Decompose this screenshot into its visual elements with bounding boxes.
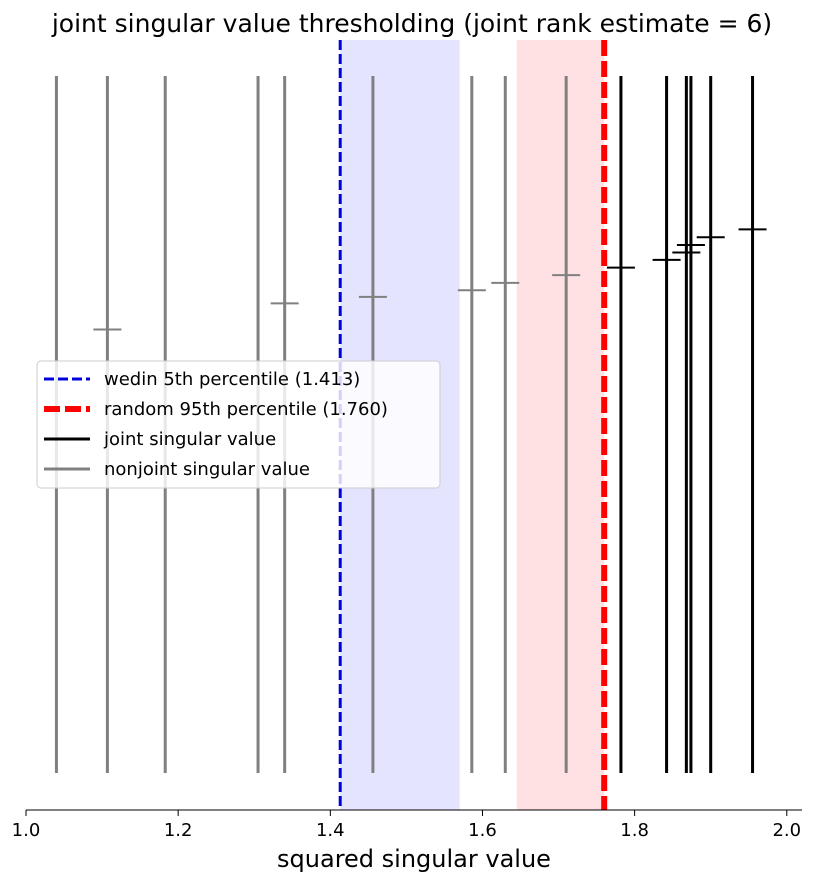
x-axis-label: squared singular value (277, 845, 551, 873)
x-tick-label-5: 2.0 (772, 820, 801, 841)
x-tick-label-2: 1.4 (316, 820, 345, 841)
legend-label-joint: joint singular value (103, 429, 276, 450)
legend: wedin 5th percentile (1.413) random 95th … (36, 360, 441, 489)
random-band (516, 40, 605, 810)
singular-value-markers (93, 228, 767, 331)
legend-label-random: random 95th percentile (1.760) (104, 399, 388, 420)
singular-value-lines (54, 76, 755, 773)
legend-label-wedin: wedin 5th percentile (1.413) (104, 369, 360, 390)
chart-title: joint singular value thresholding (joint… (51, 9, 772, 38)
legend-label-nonjoint: nonjoint singular value (104, 459, 310, 480)
legend-box (36, 360, 441, 489)
x-tick-label-4: 1.8 (620, 820, 649, 841)
x-tick-label-0: 1.0 (12, 820, 41, 841)
x-tick-label-3: 1.6 (468, 820, 497, 841)
x-axis-ticks: 1.0 1.2 1.4 1.6 1.8 2.0 (12, 810, 801, 841)
x-tick-label-1: 1.2 (164, 820, 193, 841)
